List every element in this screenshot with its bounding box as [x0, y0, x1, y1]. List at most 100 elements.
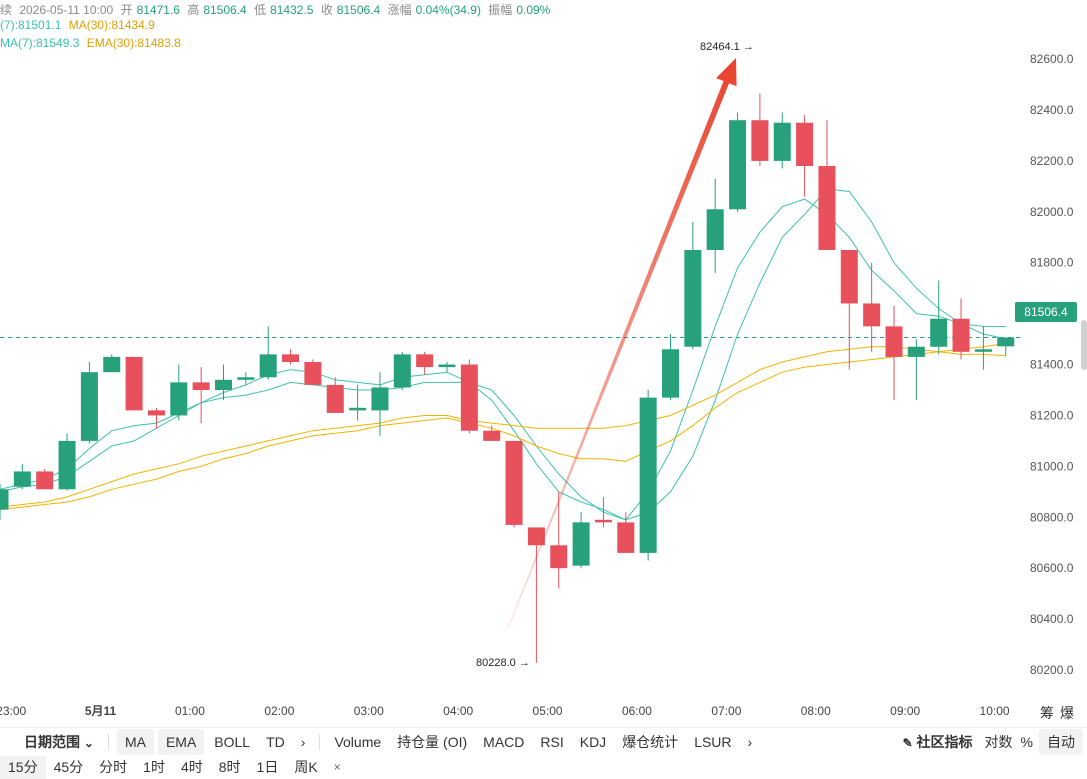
interval-45m[interactable]: 45分: [53, 759, 84, 775]
liquidation-button[interactable]: 爆: [1060, 705, 1074, 721]
bearish-candle[interactable]: [840, 250, 858, 370]
bearish-candle[interactable]: [125, 356, 143, 411]
x-tick-label: 10:00: [980, 704, 1010, 718]
candle-body: [930, 318, 948, 347]
log-scale-button[interactable]: 对数: [984, 734, 1013, 750]
low-label: 低: [254, 3, 267, 17]
ma-indicator-button[interactable]: MA: [116, 729, 154, 755]
candle-body: [840, 250, 858, 304]
y-tick-label: 82200.0: [1030, 154, 1074, 168]
bullish-candle[interactable]: [572, 512, 590, 569]
candle-body: [527, 527, 545, 546]
bearish-candle[interactable]: [527, 527, 545, 663]
open-interest-button[interactable]: 持仓量 (OI): [397, 734, 468, 750]
bullish-candle[interactable]: [259, 326, 277, 380]
bearish-candle[interactable]: [751, 93, 769, 166]
close-icon[interactable]: ×: [333, 760, 341, 774]
bullish-candle[interactable]: [662, 334, 679, 401]
open-value: 81471.6: [136, 3, 180, 17]
interval-bar: 15分 45分 分时 1时 4时 8时 1日 周K ×: [0, 756, 1087, 779]
interval-4h[interactable]: 4时: [180, 759, 203, 775]
bullish-candle[interactable]: [237, 372, 255, 385]
macd-indicator-button[interactable]: MACD: [483, 734, 525, 750]
bearish-candle[interactable]: [952, 298, 970, 360]
candle-body: [282, 354, 300, 362]
bullish-candle[interactable]: [706, 178, 724, 273]
bearish-candle[interactable]: [147, 407, 165, 429]
bearish-candle[interactable]: [36, 468, 54, 490]
volume-indicator-button[interactable]: Volume: [334, 734, 382, 750]
bearish-candle[interactable]: [505, 440, 523, 528]
kdj-indicator-button[interactable]: KDJ: [579, 734, 607, 750]
bullish-candle[interactable]: [907, 339, 925, 401]
y-tick-label: 81200.0: [1030, 408, 1074, 422]
bullish-candle[interactable]: [13, 463, 31, 490]
bullish-candle[interactable]: [974, 326, 992, 370]
rsi-indicator-button[interactable]: RSI: [540, 734, 564, 750]
candle-body: [974, 349, 992, 352]
date-range-button[interactable]: 日期范围 ⌄: [0, 729, 102, 755]
bullish-candle[interactable]: [438, 362, 456, 373]
bearish-candle[interactable]: [282, 349, 300, 365]
bullish-candle[interactable]: [215, 364, 232, 401]
auto-scale-button[interactable]: 自动: [1039, 729, 1083, 755]
bearish-candle[interactable]: [617, 512, 635, 553]
bearish-candle[interactable]: [483, 425, 501, 441]
bullish-candle[interactable]: [393, 351, 411, 390]
change-value: 0.04%(34.9): [415, 3, 481, 17]
bearish-candle[interactable]: [192, 367, 210, 424]
high-value: 81506.4: [203, 3, 247, 17]
bullish-candle[interactable]: [349, 384, 367, 421]
td-indicator-button[interactable]: TD: [266, 734, 285, 750]
ema-indicator-button[interactable]: EMA: [157, 729, 205, 755]
bearish-candle[interactable]: [550, 491, 568, 589]
bearish-candle[interactable]: [460, 359, 478, 434]
bullish-candle[interactable]: [639, 390, 657, 561]
bullish-candle[interactable]: [930, 280, 948, 355]
lsur-indicator-button[interactable]: LSUR: [694, 734, 732, 750]
interval-1w[interactable]: 周K: [294, 759, 318, 775]
candlestick-chart[interactable]: 80200.0 80400.0 80600.0 80800.0 81000.0 81200…: [0, 0, 1087, 726]
bearish-candle[interactable]: [885, 306, 903, 401]
candle-body: [13, 471, 31, 487]
y-tick-label: 82600.0: [1030, 52, 1074, 66]
interval-8h[interactable]: 8时: [218, 759, 241, 775]
ma7-line: [0, 188, 1006, 521]
bullish-candle[interactable]: [729, 112, 747, 212]
chevron-right-icon[interactable]: ›: [747, 734, 753, 750]
bullish-candle[interactable]: [80, 362, 98, 444]
candle-body: [326, 384, 344, 413]
ma30-legend: MA(30):81434.9: [68, 18, 155, 32]
boll-indicator-button[interactable]: BOLL: [214, 734, 251, 750]
bullish-candle[interactable]: [371, 372, 389, 436]
interval-15m[interactable]: 15分: [0, 756, 46, 779]
bullish-candle[interactable]: [0, 484, 9, 520]
bullish-candle[interactable]: [170, 364, 188, 421]
chevron-right-icon[interactable]: ›: [300, 734, 306, 750]
bullish-candle[interactable]: [773, 112, 791, 169]
bullish-candle[interactable]: [103, 354, 121, 373]
bearish-candle[interactable]: [818, 120, 836, 250]
bearish-candle[interactable]: [863, 262, 881, 352]
interval-timeline[interactable]: 分时: [99, 759, 128, 775]
candle-body: [147, 410, 165, 416]
price-scale-scrollbar[interactable]: [1081, 320, 1087, 370]
candle-body: [304, 362, 322, 385]
community-indicators-button[interactable]: ✎ 社区指标: [895, 729, 981, 755]
bullish-candle[interactable]: [997, 337, 1015, 357]
percent-scale-button[interactable]: %: [1020, 734, 1033, 750]
candle-body: [125, 356, 143, 411]
liquidation-stats-button[interactable]: 爆仓统计: [622, 734, 679, 750]
bearish-candle[interactable]: [594, 496, 612, 528]
bearish-candle[interactable]: [416, 351, 434, 375]
interval-1h[interactable]: 1时: [143, 759, 165, 775]
bullish-candle[interactable]: [58, 433, 76, 491]
x-tick-label: 04:00: [443, 704, 473, 718]
bearish-candle[interactable]: [326, 377, 344, 413]
interval-1d[interactable]: 1日: [256, 759, 279, 775]
bullish-candle[interactable]: [684, 222, 702, 350]
bearish-candle[interactable]: [796, 115, 814, 197]
chip-distribution-button[interactable]: 筹: [1040, 705, 1054, 721]
bearish-candle[interactable]: [304, 359, 322, 385]
ema7-line: [0, 198, 1006, 521]
